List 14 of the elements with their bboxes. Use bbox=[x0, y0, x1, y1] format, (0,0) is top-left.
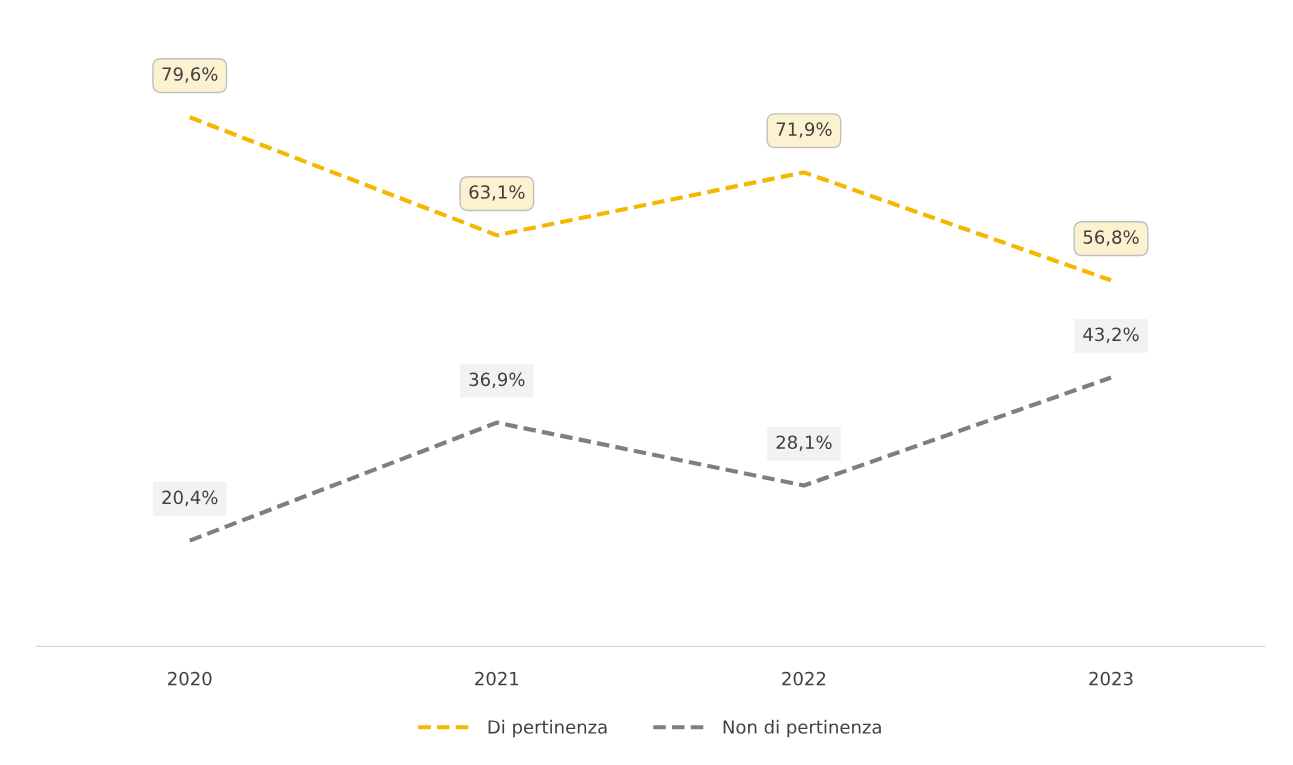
x-tick-label: 2021 bbox=[475, 671, 519, 686]
legend-label: Di pertinenza bbox=[488, 719, 607, 738]
x-tick-label: 2023 bbox=[1089, 671, 1133, 686]
data-label: 28,1% bbox=[776, 435, 832, 451]
data-label: 20,4% bbox=[162, 490, 218, 507]
x-tick-label: 2020 bbox=[168, 671, 212, 686]
data-label: 71,9% bbox=[776, 122, 832, 138]
legend-label: Non di pertinenza bbox=[723, 719, 881, 738]
data-label: 63,1% bbox=[469, 185, 525, 201]
x-tick-label: 2022 bbox=[782, 671, 826, 686]
data-label: 43,2% bbox=[1083, 327, 1139, 343]
data-label: 36,9% bbox=[469, 372, 525, 389]
data-label: 79,6% bbox=[162, 67, 218, 83]
data-label: 56,8% bbox=[1083, 230, 1139, 246]
